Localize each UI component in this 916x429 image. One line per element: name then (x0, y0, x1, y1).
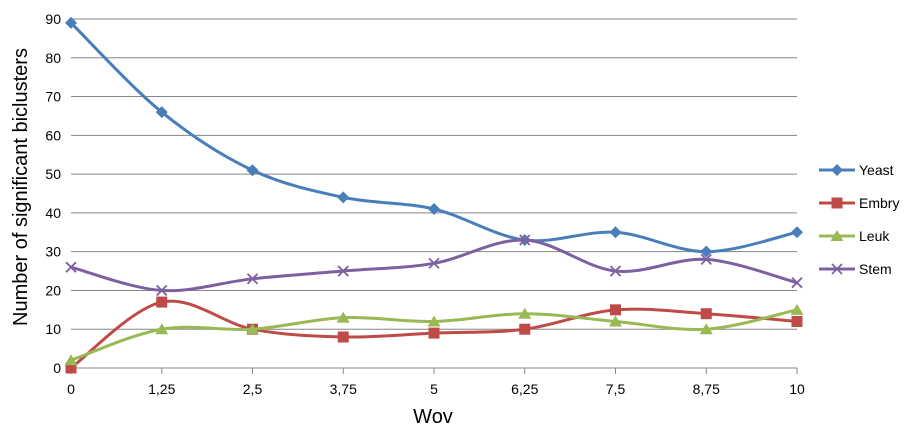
x-axis: 0 1,25 2,5 3,75 5 6,25 7,5 8,75 10 (67, 367, 805, 397)
x-tick-label: 6,25 (511, 381, 538, 397)
data-point-leuk (155, 323, 169, 335)
series-lines (64, 16, 804, 374)
legend-item-stem: Stem (819, 261, 892, 277)
data-point-stem (791, 277, 803, 289)
series-stem (65, 234, 803, 297)
data-point-leuk (64, 354, 78, 366)
data-point-embry (156, 296, 168, 308)
x-marker-stroke (337, 265, 349, 277)
legend-label: Leuk (859, 228, 890, 244)
x-marker-stroke (65, 261, 77, 273)
y-tick-label: 20 (45, 282, 61, 298)
data-point-yeast (791, 226, 803, 239)
data-point-leuk (790, 303, 804, 315)
data-point-stem (156, 284, 168, 297)
legend-marker (831, 197, 843, 209)
x-tick-label: 3,75 (330, 381, 357, 397)
data-point-yeast (246, 164, 259, 177)
x-marker-stroke (700, 253, 712, 266)
x-tick-label: 2,5 (243, 381, 263, 397)
x-marker-stroke (246, 273, 259, 285)
data-point-yeast (428, 203, 440, 216)
x-marker-stroke (519, 234, 531, 246)
data-point-leuk (336, 311, 350, 323)
data-point-embry (65, 362, 77, 374)
data-point-yeast (337, 191, 350, 204)
data-point-leuk (609, 315, 622, 327)
data-point-stem (246, 273, 259, 285)
legend-label: Embry (859, 195, 899, 211)
series-leuk (64, 303, 804, 366)
data-point-yeast (65, 16, 77, 29)
legend-item-yeast: Yeast (819, 162, 894, 178)
data-point-yeast (700, 245, 713, 258)
data-point-stem (337, 265, 349, 277)
y-tick-label: 10 (45, 321, 61, 337)
x-tick-label: 7,5 (606, 381, 626, 397)
data-point-embry (428, 327, 440, 339)
y-tick-label: 30 (45, 244, 61, 260)
data-point-leuk (699, 323, 713, 335)
legend-marker (831, 263, 843, 275)
legend-item-leuk: Leuk (819, 228, 890, 244)
series-yeast (65, 16, 803, 258)
x-tick-label: 1,25 (148, 381, 175, 397)
legend-label: Stem (859, 261, 892, 277)
data-point-stem (65, 261, 77, 273)
x-tick-label: 8,75 (693, 381, 720, 397)
data-point-embry (700, 308, 712, 320)
legend-marker (830, 230, 844, 241)
data-point-embry (337, 331, 349, 343)
data-point-embry (519, 323, 531, 335)
legend-label: Yeast (859, 162, 894, 178)
data-point-yeast (155, 106, 168, 119)
y-tick-label: 70 (45, 89, 61, 105)
x-axis-title: Wov (413, 406, 453, 428)
y-tick-label: 0 (53, 360, 61, 376)
y-tick-label: 80 (45, 50, 61, 66)
data-point-stem (700, 253, 712, 266)
x-marker-stroke (791, 277, 803, 289)
data-point-stem (519, 234, 531, 246)
x-tick-label: 0 (67, 381, 75, 397)
gridlines (71, 18, 797, 330)
series-line-stem (69, 238, 799, 293)
data-point-stem (428, 257, 440, 269)
x-marker-stroke (831, 263, 843, 275)
data-point-leuk (427, 315, 441, 327)
x-marker-stroke (156, 284, 168, 297)
x-marker-stroke (609, 265, 622, 277)
data-point-leuk (518, 307, 532, 319)
x-tick-label: 10 (789, 381, 805, 397)
data-point-embry (610, 304, 621, 316)
y-tick-label: 90 (45, 11, 61, 27)
legend-marker (831, 164, 843, 176)
y-tick-label: 60 (45, 127, 61, 143)
data-point-stem (609, 265, 622, 277)
y-axis-ticks: 0 10 20 30 40 50 60 70 80 90 (45, 11, 61, 376)
legend: Yeast Embry Leuk Stem (819, 162, 899, 277)
data-point-embry (791, 315, 803, 327)
series-embry (65, 296, 803, 374)
legend-item-embry: Embry (819, 195, 899, 211)
y-tick-label: 50 (45, 166, 61, 182)
y-axis-title: Number of significant biclusters (10, 48, 32, 326)
x-tick-label: 5 (430, 381, 438, 397)
data-point-leuk (246, 323, 259, 335)
data-point-yeast (609, 226, 622, 239)
x-marker-stroke (428, 257, 440, 269)
series-line-yeast (69, 21, 799, 254)
y-tick-label: 40 (45, 205, 61, 221)
